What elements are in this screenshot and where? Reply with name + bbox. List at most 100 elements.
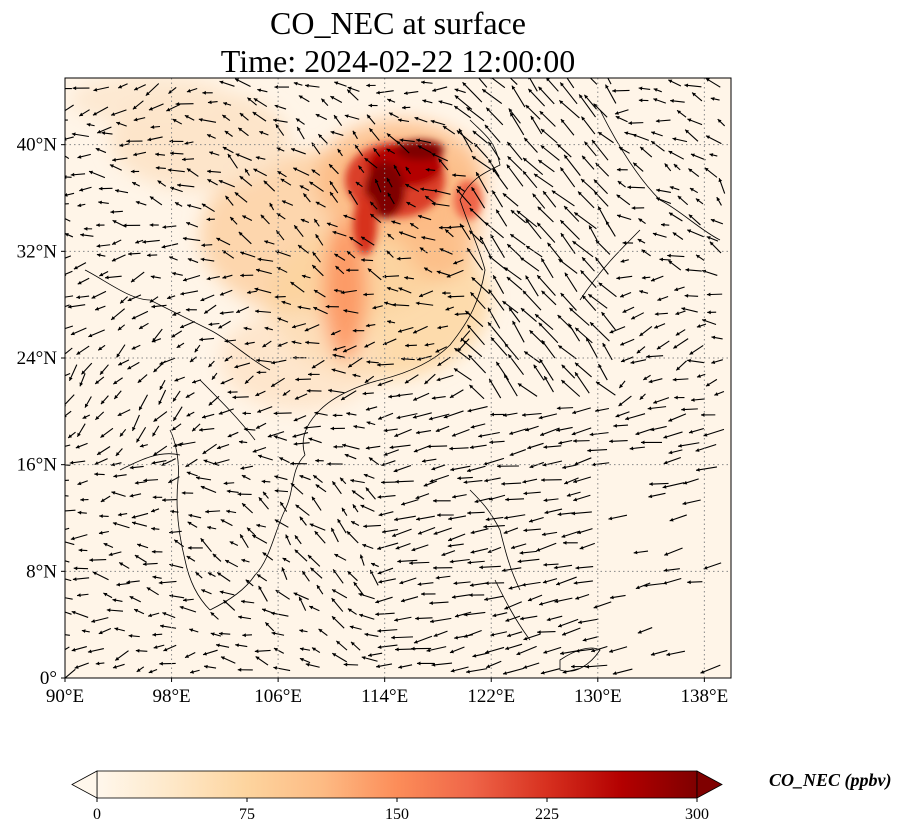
wind-arrow-head	[240, 466, 245, 470]
wind-arrow-head	[492, 190, 496, 195]
wind-arrow-head	[98, 186, 103, 191]
wind-arrow-head	[574, 212, 579, 217]
wind-arrow-shaft	[607, 78, 612, 85]
wind-arrow-head	[170, 151, 174, 156]
wind-arrow-head	[710, 97, 715, 101]
wind-arrow-head	[590, 322, 594, 327]
wind-arrow-head	[684, 293, 689, 298]
wind-arrow-head	[599, 61, 602, 65]
wind-arrow-head	[189, 628, 194, 633]
wind-arrow-head	[517, 559, 522, 564]
wind-arrow-head	[509, 452, 514, 456]
wind-arrow-head	[438, 100, 443, 104]
lon-tick-label: 90°E	[46, 686, 84, 707]
wind-arrow-shaft	[522, 290, 542, 311]
wind-arrow-head	[364, 379, 369, 383]
wind-arrow-shaft	[503, 514, 526, 519]
wind-arrow-head	[543, 498, 548, 503]
wind-arrow-shaft	[551, 190, 575, 207]
wind-arrow-head	[520, 616, 524, 621]
wind-arrow-head	[237, 667, 242, 672]
wind-arrow-head	[681, 307, 686, 311]
wind-arrow-head	[160, 624, 164, 629]
wind-arrow-head	[116, 353, 121, 358]
wind-arrow-head	[656, 197, 661, 201]
wind-arrow-head	[209, 151, 214, 155]
wind-arrow-shaft	[533, 173, 554, 188]
wind-arrow-head	[620, 341, 625, 346]
wind-arrow-head	[361, 236, 366, 241]
wind-arrow-head	[172, 312, 177, 316]
wind-arrow-head	[139, 406, 143, 411]
wind-arrow-head	[176, 344, 181, 348]
wind-arrow-head	[346, 531, 351, 536]
wind-arrow-head	[557, 512, 562, 517]
wind-arrow-head	[423, 483, 428, 487]
wind-arrow-head	[560, 233, 565, 238]
lon-tick-label: 106°E	[254, 686, 302, 707]
wind-arrow-head	[530, 115, 535, 120]
wind-arrow-head	[430, 119, 435, 124]
wind-arrow-head	[562, 465, 567, 470]
wind-arrow-head	[582, 257, 586, 262]
wind-arrow-head	[71, 132, 76, 137]
wind-arrow-head	[211, 375, 216, 380]
wind-arrow-head	[218, 411, 223, 415]
wind-arrow-head	[467, 324, 472, 329]
wind-arrow-head	[484, 597, 489, 602]
wind-arrow-head	[279, 457, 284, 461]
wind-arrow-head	[535, 314, 539, 318]
wind-arrow-head	[219, 590, 224, 595]
wind-arrow-head	[564, 205, 568, 210]
wind-arrow-shaft	[539, 110, 556, 127]
wind-arrow-head	[282, 391, 287, 396]
wind-arrow-head	[184, 141, 189, 145]
wind-arrow-head	[93, 87, 98, 92]
wind-arrow-shaft	[569, 307, 590, 326]
wind-arrow-head	[281, 200, 286, 204]
wind-arrow-head	[425, 195, 430, 200]
wind-arrow-head	[537, 222, 541, 227]
wind-arrow-head	[59, 528, 63, 532]
wind-arrow-head	[522, 479, 527, 484]
wind-arrow-head	[504, 267, 509, 271]
wind-arrow-head	[666, 652, 671, 657]
wind-arrow-head	[158, 580, 163, 585]
wind-arrow-head	[159, 361, 164, 365]
wind-arrow-shaft	[65, 155, 70, 160]
wind-arrow-head	[53, 493, 57, 497]
wind-arrow-head	[511, 545, 515, 550]
wind-arrow-head	[187, 204, 192, 208]
wind-arrow-head	[527, 597, 532, 602]
wind-arrow-shaft	[65, 203, 69, 205]
wind-arrow-head	[183, 598, 187, 602]
wind-arrow-head	[711, 360, 716, 364]
wind-arrow-head	[593, 103, 598, 108]
wind-arrow-head	[503, 530, 508, 534]
wind-arrow-head	[405, 166, 410, 171]
wind-arrow-head	[217, 572, 222, 577]
wind-arrow-head	[457, 186, 462, 190]
wind-arrow-shaft	[394, 515, 416, 521]
wind-arrow-head	[657, 297, 662, 302]
wind-arrow-head	[183, 277, 187, 282]
wind-arrow-head	[103, 543, 108, 547]
wind-arrow-head	[134, 480, 139, 485]
wind-arrow-head	[471, 156, 476, 160]
wind-arrow-head	[112, 241, 117, 245]
colorbar-extend-max	[696, 770, 723, 799]
wind-arrow-head	[227, 153, 232, 158]
wind-arrow-head	[527, 445, 532, 450]
wind-arrow-head	[89, 558, 93, 562]
wind-arrow-shaft	[678, 442, 700, 447]
wind-arrow-head	[652, 232, 657, 237]
wind-arrow-head	[280, 178, 285, 183]
wind-arrow-head	[226, 489, 231, 494]
wind-arrow-head	[106, 608, 111, 613]
wind-arrow-head	[77, 593, 81, 598]
wind-arrow-head	[529, 330, 534, 335]
wind-arrow-head	[218, 324, 223, 329]
wind-arrow-head	[519, 550, 524, 555]
wind-arrow-head	[668, 212, 673, 217]
wind-arrow-shaft	[695, 466, 718, 471]
